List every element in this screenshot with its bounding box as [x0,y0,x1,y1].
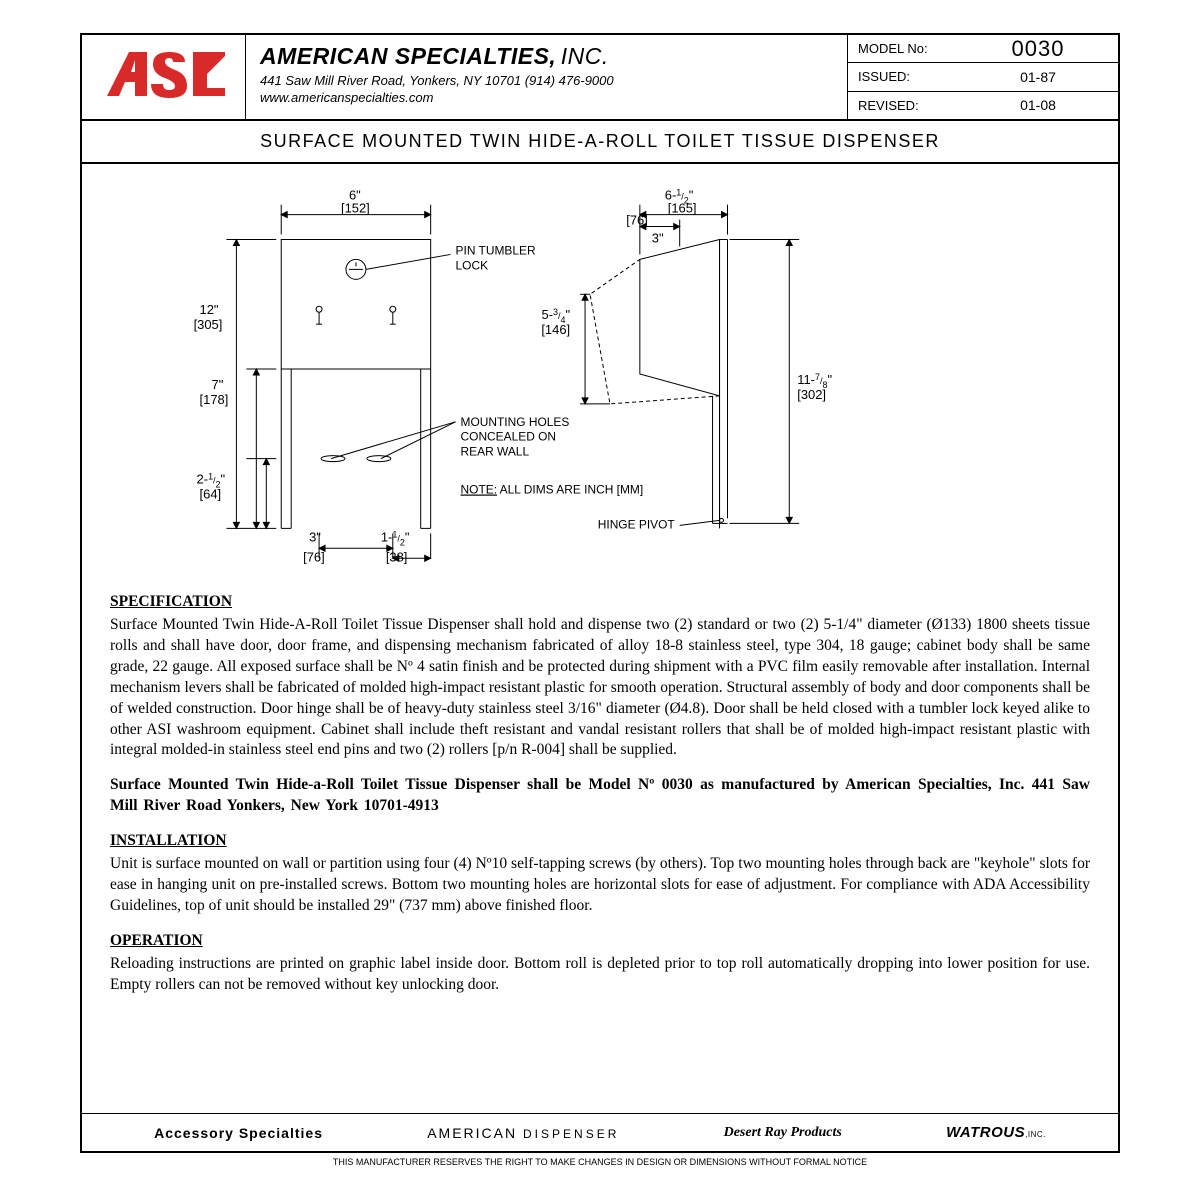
spec-heading: SPECIFICATION [110,592,1090,613]
brand-watrous: WATROUS,INC. [946,1124,1046,1141]
dim-6mm: [152] [341,201,370,216]
model-label: MODEL No: [848,41,958,56]
revised-label: REVISED: [848,98,958,113]
svg-text:[165]: [165] [668,201,697,216]
disclaimer: THIS MANUFACTURER RESERVES THE RIGHT TO … [80,1153,1120,1167]
dim-7in: 7" [212,377,224,392]
label-hinge: HINGE PIVOT [598,517,676,531]
model-value: 0030 [958,36,1118,62]
technical-drawing: 6" [152] 12" [305] 7" [178] [82,164,1118,574]
revised-value: 01-08 [958,97,1118,113]
note-label: NOTE: [461,483,497,497]
svg-text:3": 3" [309,529,321,544]
install-text: Unit is surface mounted on wall or parti… [110,854,1090,917]
company-website: www.americanspecialties.com [260,90,833,105]
svg-text:[76]: [76] [303,549,325,564]
svg-text:1-1/2": 1-1/2" [381,529,410,547]
svg-text:[64]: [64] [200,487,222,502]
meta-block: MODEL No: 0030 ISSUED: 01-87 REVISED: 01… [848,35,1118,119]
dim-12mm: [305] [194,317,223,332]
label-mount3: REAR WALL [461,445,530,459]
dim-7mm: [178] [200,392,229,407]
label-mount2: CONCEALED ON [461,430,557,444]
brand-accessory: Accessory Specialties [154,1125,323,1141]
svg-text:[146]: [146] [541,322,570,337]
issued-value: 01-87 [958,69,1118,85]
company-info: AMERICAN SPECIALTIES, INC. 441 Saw Mill … [246,35,848,119]
svg-text:[76]: [76] [626,213,648,228]
spec-sheet: AMERICAN SPECIALTIES, INC. 441 Saw Mill … [80,33,1120,1153]
label-mount1: MOUNTING HOLES [461,415,570,429]
company-address: 441 Saw Mill River Road, Yonkers, NY 107… [260,73,833,88]
footer-brands: Accessory Specialties AMERICAN DISPENSER… [82,1113,1118,1151]
install-heading: INSTALLATION [110,831,1090,852]
spec-text: Surface Mounted Twin Hide-A-Roll Toilet … [110,615,1090,761]
note-text: ALL DIMS ARE INCH [MM] [497,483,643,497]
operation-heading: OPERATION [110,931,1090,952]
issued-label: ISSUED: [848,69,958,84]
operation-text: Reloading instructions are printed on gr… [110,954,1090,996]
brand-american-dispenser: AMERICAN DISPENSER [427,1125,619,1141]
svg-text:NOTE: ALL DIMS ARE INCH [MM]: NOTE: ALL DIMS ARE INCH [MM] [461,483,644,497]
company-suffix: INC. [561,43,609,69]
company-name: AMERICAN SPECIALTIES, [260,43,556,69]
dim-12in: 12" [200,302,219,317]
svg-text:[38]: [38] [386,549,408,564]
label-pin-tumbler: PIN TUMBLER [456,243,536,257]
svg-text:3": 3" [652,230,664,245]
company-logo [82,35,246,119]
product-title: SURFACE MOUNTED TWIN HIDE-A-ROLL TOILET … [82,121,1118,164]
header: AMERICAN SPECIALTIES, INC. 441 Saw Mill … [82,35,1118,121]
content-body: SPECIFICATION Surface Mounted Twin Hide-… [82,574,1118,1113]
svg-text:[302]: [302] [797,387,826,402]
label-lock: LOCK [456,258,489,272]
brand-desert-ray: Desert Ray Products [724,1125,842,1141]
spec-model-statement: Surface Mounted Twin Hide-a-Roll Toilet … [110,775,1090,817]
